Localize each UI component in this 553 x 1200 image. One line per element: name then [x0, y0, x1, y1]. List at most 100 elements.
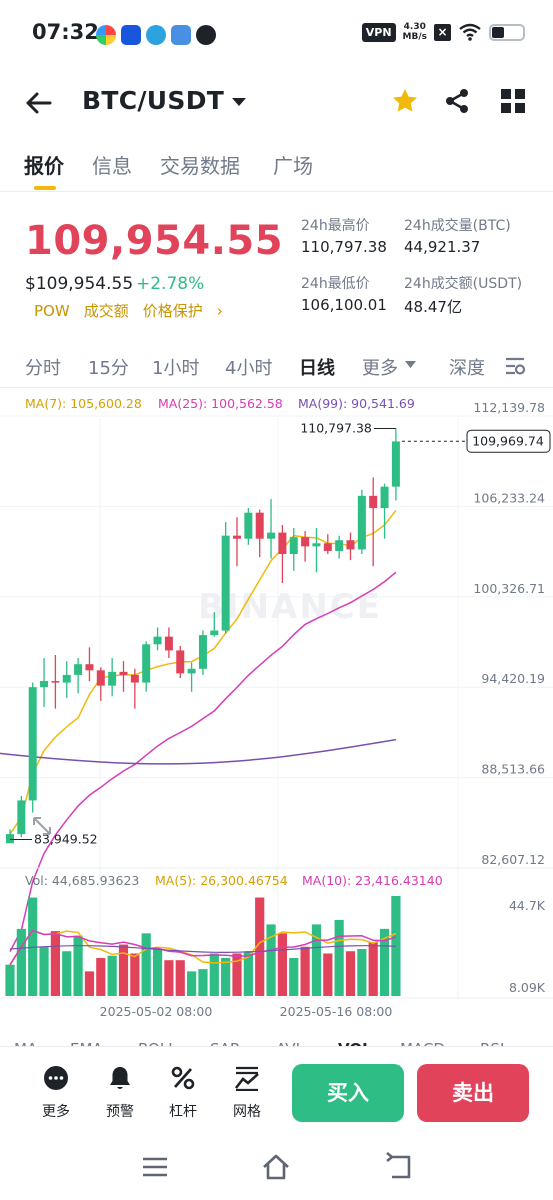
tag-price-protection[interactable]: 价格保护 — [142, 302, 203, 320]
candle-body — [40, 681, 49, 688]
volume-bar — [84, 971, 95, 996]
vol-btc-value: 44,921.37 — [404, 238, 481, 256]
candle — [119, 661, 128, 692]
interval-1h[interactable]: 1小时 — [152, 358, 200, 379]
low-marker-label: 83,949.52 — [34, 831, 98, 846]
interval-4h[interactable]: 4小时 — [225, 358, 273, 379]
share-icon[interactable] — [442, 86, 472, 116]
tag-turnover[interactable]: 成交额 — [83, 302, 129, 320]
active-tab-underline — [34, 186, 56, 190]
volume-bar — [345, 951, 356, 996]
interval-1d[interactable]: 日线 — [299, 358, 335, 379]
buy-button[interactable]: 买入 — [292, 1064, 404, 1122]
candle-body — [85, 664, 94, 671]
volume-bar — [62, 951, 72, 996]
chevron-right-icon[interactable]: › — [216, 301, 223, 320]
menu-nav-icon[interactable] — [140, 1152, 170, 1182]
candle — [233, 517, 241, 567]
interval-more[interactable]: 更多 — [362, 358, 398, 379]
kline-chart[interactable]: BINANCE MA(7): 105,600.28 MA(25): 100,56… — [0, 390, 553, 1036]
pair-title[interactable]: BTC/USDT — [82, 86, 225, 115]
coin-tags: POW 成交额 价格保护 › — [34, 300, 223, 321]
interval-timeshare[interactable]: 分时 — [25, 358, 61, 379]
cloud-icon — [171, 25, 191, 45]
favorite-star-icon[interactable] — [390, 86, 420, 116]
chart-settings-icon[interactable] — [503, 354, 527, 378]
app-d-icon — [121, 25, 141, 45]
candle-body — [391, 441, 400, 487]
qq-penguin-icon — [196, 25, 216, 45]
tag-pow[interactable]: POW — [34, 301, 70, 320]
volume-bars — [5, 896, 401, 996]
candle — [198, 630, 207, 675]
sell-button[interactable]: 卖出 — [417, 1064, 529, 1122]
volume-bar — [5, 964, 15, 996]
interval-15m[interactable]: 15分 — [88, 358, 129, 379]
candle — [289, 527, 298, 571]
candle-body — [369, 495, 378, 509]
price-tick-label: 82,607.12 — [481, 852, 545, 867]
candle-body — [301, 537, 310, 547]
candle — [74, 658, 83, 694]
grid-label: 网格 — [233, 1104, 261, 1120]
candle — [130, 668, 139, 709]
leverage-label: 杠杆 — [169, 1104, 197, 1120]
price-markers: 110,797.38 83,949.52 109,969.74 — [10, 421, 551, 846]
candlesticks — [6, 428, 400, 844]
alert-action[interactable]: 预警 — [96, 1065, 144, 1121]
candle — [85, 647, 94, 682]
home-nav-icon[interactable] — [261, 1152, 291, 1182]
volume-bar — [300, 946, 310, 996]
candle-body — [380, 486, 389, 509]
telegram-icon — [146, 25, 166, 45]
tab-quote[interactable]: 报价 — [24, 154, 64, 178]
candle-body — [28, 687, 37, 801]
volume-bar — [277, 933, 287, 996]
candle — [335, 535, 344, 559]
volume-bar — [187, 971, 197, 996]
last-price: 109,954.55 — [25, 218, 284, 264]
depth-tab[interactable]: 深度 — [449, 358, 485, 379]
battery-icon — [489, 23, 525, 41]
back-nav-icon[interactable] — [384, 1152, 414, 1182]
back-arrow-icon[interactable] — [24, 88, 54, 118]
volume-axis-low: 8.09K — [509, 980, 546, 995]
low-label: 24h最低价 — [301, 276, 370, 292]
candle-body — [346, 540, 355, 550]
volume-bar — [221, 957, 231, 996]
x-label-0502: 2025-05-02 08:00 — [100, 1004, 213, 1019]
volume-bar — [232, 953, 242, 996]
candle-body — [6, 834, 14, 844]
candle-body — [198, 635, 207, 669]
grid-action[interactable]: 网格 — [223, 1065, 271, 1121]
speed-unit: MB/s — [402, 32, 427, 42]
interval-bar: 分时 15分 1小时 4小时 日线 更多 深度 — [0, 346, 553, 388]
battery-fill — [492, 26, 504, 38]
caret-down-icon[interactable] — [230, 96, 248, 108]
expand-chart-icon[interactable] — [33, 817, 51, 835]
candle-body — [187, 668, 196, 674]
candle-body — [221, 535, 230, 631]
candle-body — [289, 537, 298, 555]
candle — [142, 641, 151, 692]
candle — [96, 667, 105, 701]
price-tick-label: 106,233.24 — [473, 490, 545, 505]
candle — [28, 682, 37, 813]
candle — [267, 498, 276, 559]
candle — [391, 428, 400, 501]
more-action[interactable]: 更多 — [32, 1065, 80, 1121]
volume-bar — [255, 897, 265, 996]
ma25-label: MA(25): 100,562.58 — [158, 396, 283, 411]
leverage-action[interactable]: 杠杆 — [159, 1065, 207, 1121]
volume-bar — [357, 949, 367, 996]
candle-body — [233, 535, 241, 539]
tab-square[interactable]: 广场 — [273, 154, 313, 178]
more-caret-icon[interactable] — [404, 360, 417, 369]
volume-bar — [289, 957, 299, 996]
tab-info[interactable]: 信息 — [92, 154, 132, 178]
layout-grid-icon[interactable] — [500, 88, 526, 114]
candle-body — [255, 512, 264, 539]
tab-trading-data[interactable]: 交易数据 — [160, 154, 240, 178]
app-colorful-icon — [96, 25, 116, 45]
candle-body — [267, 532, 276, 539]
